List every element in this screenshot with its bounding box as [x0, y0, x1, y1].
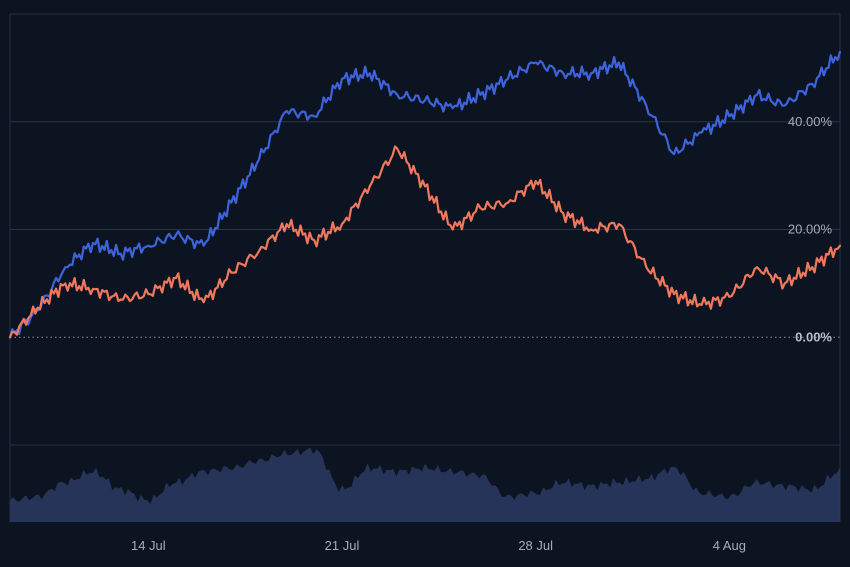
series-lines	[8, 50, 842, 339]
y-tick-label: 40.00%	[788, 114, 833, 129]
x-tick-label: 14 Jul	[131, 538, 166, 553]
x-tick-label: 4 Aug	[713, 538, 746, 553]
volume-area-shape	[10, 447, 840, 522]
volume-area	[10, 447, 840, 522]
axis-labels: 40.00% 20.00% 0.00% 14 Jul 21 Jul 28 Jul 4 Aug	[131, 114, 832, 553]
grid-lines	[10, 121, 840, 338]
x-tick-label: 28 Jul	[518, 538, 553, 553]
y-tick-label: 20.00%	[788, 222, 833, 237]
x-tick-label: 21 Jul	[325, 538, 360, 553]
series-line-1	[8, 145, 842, 339]
series-line-0	[8, 50, 842, 339]
y-tick-label: 0.00%	[795, 329, 832, 344]
